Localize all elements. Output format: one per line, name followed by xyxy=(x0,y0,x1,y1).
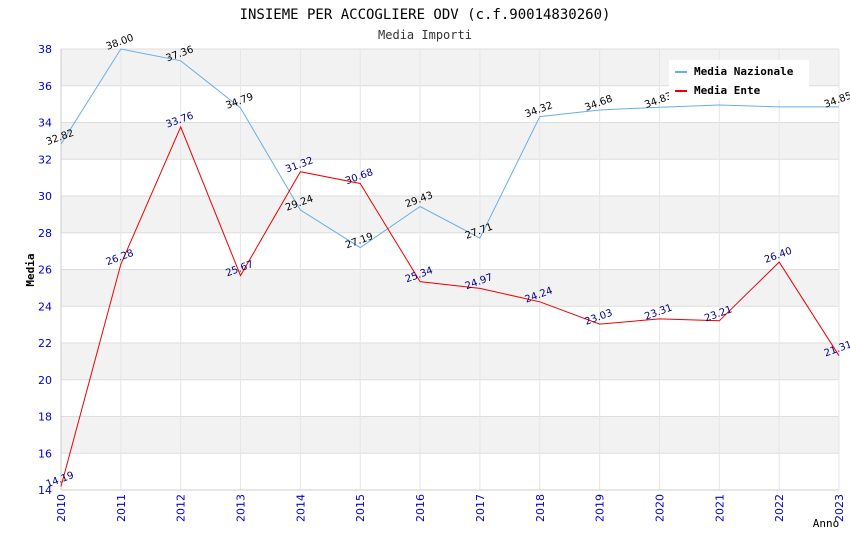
data-label-ente: 23.21 xyxy=(703,304,734,324)
x-tick-label: 2010 xyxy=(55,494,68,522)
y-tick-label: 28 xyxy=(38,227,52,240)
x-tick-label: 2021 xyxy=(713,494,726,522)
chart-title: INSIEME PER ACCOGLIERE ODV (c.f.90014830… xyxy=(240,7,611,23)
x-tick-label: 2023 xyxy=(833,494,846,522)
grid-bands xyxy=(61,49,839,454)
legend-box xyxy=(669,60,809,100)
y-tick-label: 18 xyxy=(38,411,52,424)
chart-subtitle: Media Importi xyxy=(378,28,472,42)
y-tick-label: 32 xyxy=(38,153,52,166)
y-axis-label: Media xyxy=(24,253,37,286)
x-tick-label: 2013 xyxy=(235,494,248,522)
data-label-ente: 26.28 xyxy=(105,248,136,268)
y-tick-label: 22 xyxy=(38,337,52,350)
x-tick-label: 2019 xyxy=(594,494,607,522)
x-tick-label: 2014 xyxy=(294,494,307,522)
legend: Media Nazionale Media Ente xyxy=(669,60,809,100)
grid-band xyxy=(61,122,839,160)
y-tick-label: 38 xyxy=(38,43,52,56)
grid-lines xyxy=(60,48,840,491)
data-label-nazionale: 27.19 xyxy=(344,231,375,251)
data-label-ente: 23.03 xyxy=(583,308,614,328)
data-label-ente: 14.19 xyxy=(45,470,76,490)
data-label-nazionale: 34.68 xyxy=(583,94,614,114)
data-label-nazionale: 34.85 xyxy=(823,90,850,110)
y-tick-label: 24 xyxy=(38,300,52,313)
x-tick-label: 2018 xyxy=(534,494,547,522)
x-axis-label: Anno xyxy=(813,517,840,530)
x-tick-label: 2020 xyxy=(653,494,666,522)
data-label-ente: 30.68 xyxy=(344,167,375,187)
x-tick-label: 2022 xyxy=(773,494,786,522)
series-line-ente xyxy=(60,125,840,487)
x-tick-labels: 2010 2011 2012 2013 2014 2015 2016 2017 2018 2019… xyxy=(55,494,846,522)
data-label-nazionale: 34.79 xyxy=(224,92,255,112)
grid-band xyxy=(61,416,839,454)
grid-band xyxy=(61,343,839,380)
y-tick-label: 20 xyxy=(38,374,52,387)
grid-band xyxy=(61,269,839,307)
y-tick-label: 16 xyxy=(38,447,52,460)
grid-band xyxy=(61,196,839,233)
y-tick-label: 26 xyxy=(38,264,52,277)
x-tick-label: 2017 xyxy=(474,494,487,522)
y-tick-label: 34 xyxy=(38,117,52,130)
series-line-nazionale xyxy=(60,48,839,249)
legend-label-nazionale: Media Nazionale xyxy=(694,65,794,78)
x-tick-label: 2016 xyxy=(414,494,427,522)
series-lines xyxy=(60,48,840,487)
y-tick-labels: 14 16 18 20 22 24 26 28 30 32 34 36 38 xyxy=(38,43,52,497)
x-tick-label: 2012 xyxy=(175,494,188,522)
x-tick-label: 2011 xyxy=(115,494,128,522)
y-tick-label: 30 xyxy=(38,190,52,203)
x-tick-label: 2015 xyxy=(354,494,367,522)
y-tick-label: 36 xyxy=(38,80,52,93)
legend-label-ente: Media Ente xyxy=(694,84,761,97)
axes xyxy=(60,49,839,491)
y-tick-label: 14 xyxy=(38,484,52,497)
